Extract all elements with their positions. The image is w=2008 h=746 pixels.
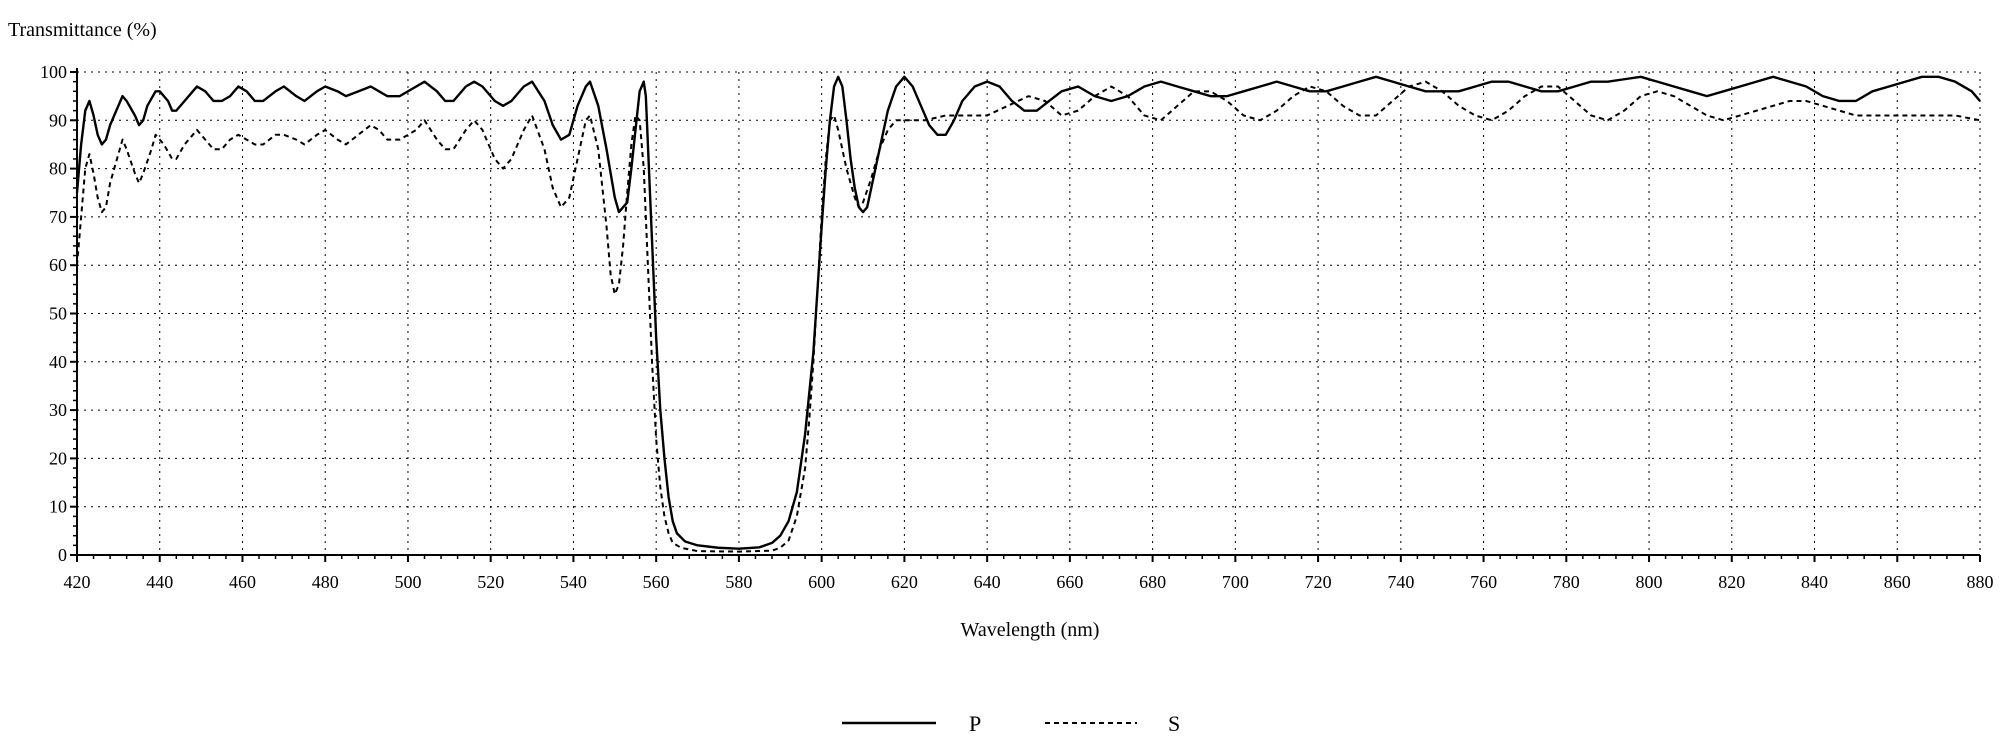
series-line-s	[76, 80, 1981, 553]
y-tick-labels: 0 10 20 30 40 50 60 70 80 90 100	[40, 62, 67, 565]
y-tick-label: 50	[49, 304, 67, 324]
x-tick-label: 760	[1470, 572, 1497, 592]
x-tick-label: 720	[1305, 572, 1332, 592]
y-tick-label: 10	[49, 497, 67, 517]
legend-label-s: S	[1168, 711, 1180, 736]
y-axis-title: Transmittance (%)	[8, 19, 157, 41]
x-tick-label: 420	[64, 572, 91, 592]
x-tick-label: 680	[1139, 572, 1166, 592]
y-tick-label: 40	[49, 352, 67, 372]
axes	[70, 68, 1981, 562]
x-tick-label: 480	[312, 572, 339, 592]
x-tick-label: 880	[1967, 572, 1994, 592]
plot-lines	[75, 75, 1981, 553]
y-tick-label: 80	[49, 159, 67, 179]
x-tick-label: 620	[891, 572, 918, 592]
x-tick-label: 460	[229, 572, 256, 592]
x-tick-labels: 420 440 460 480 500 520 540 560 580 600 620 640 660 6…	[64, 572, 1994, 592]
x-tick-label: 820	[1718, 572, 1745, 592]
legend-label-p: P	[969, 711, 981, 736]
x-tick-label: 560	[643, 572, 670, 592]
x-axis-title: Wavelength (nm)	[961, 619, 1100, 641]
x-tick-label: 660	[1056, 572, 1083, 592]
x-tick-label: 600	[808, 572, 835, 592]
y-tick-label: 0	[58, 545, 67, 565]
x-tick-label: 780	[1553, 572, 1580, 592]
grid	[77, 71, 1981, 555]
y-tick-label: 60	[49, 255, 67, 275]
x-tick-label: 800	[1636, 572, 1663, 592]
y-tick-label: 30	[49, 400, 67, 420]
series-line-p	[75, 75, 1981, 550]
x-tick-label: 520	[477, 572, 504, 592]
x-tick-label: 440	[146, 572, 173, 592]
x-tick-label: 500	[394, 572, 421, 592]
y-tick-label: 90	[49, 110, 67, 130]
x-tick-label: 540	[560, 572, 587, 592]
x-tick-label: 580	[725, 572, 752, 592]
x-tick-label: 700	[1222, 572, 1249, 592]
y-tick-label: 100	[40, 62, 67, 82]
x-tick-label: 740	[1387, 572, 1414, 592]
x-tick-label: 840	[1801, 572, 1828, 592]
x-tick-label: 640	[974, 572, 1001, 592]
y-tick-label: 70	[49, 207, 67, 227]
x-tick-label: 860	[1884, 572, 1911, 592]
y-tick-label: 20	[49, 448, 67, 468]
